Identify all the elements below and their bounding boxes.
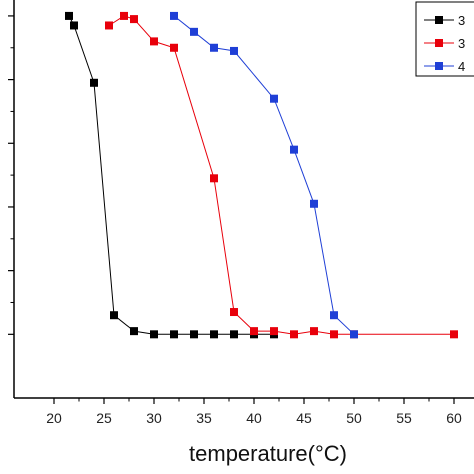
x-tick-label: 60 bbox=[446, 410, 462, 426]
data-point bbox=[230, 330, 238, 339]
axes: 20 25 30 35 40 45 50 55 60 bbox=[8, 0, 474, 426]
data-point bbox=[210, 330, 218, 339]
data-point bbox=[310, 327, 318, 336]
x-tick-label: 55 bbox=[396, 410, 412, 426]
legend-box bbox=[415, 1, 474, 77]
data-point bbox=[65, 11, 73, 20]
data-point bbox=[230, 46, 238, 55]
data-point bbox=[170, 330, 178, 339]
data-point bbox=[170, 43, 178, 52]
data-point bbox=[290, 330, 298, 339]
data-point bbox=[330, 330, 338, 339]
series-line bbox=[108, 15, 454, 335]
data-point bbox=[330, 311, 338, 320]
data-point bbox=[270, 94, 278, 103]
x-tick-label: 20 bbox=[46, 410, 62, 426]
legend-swatch-marker bbox=[435, 62, 443, 70]
legend: 3 3 4 bbox=[415, 1, 474, 77]
series-2 bbox=[170, 11, 358, 339]
data-point bbox=[350, 330, 358, 339]
series-0 bbox=[65, 11, 278, 339]
series-line bbox=[68, 15, 274, 335]
legend-label: 3 bbox=[458, 36, 465, 51]
x-tick-label: 30 bbox=[146, 410, 162, 426]
data-point bbox=[310, 199, 318, 208]
data-point bbox=[250, 327, 258, 336]
data-point bbox=[450, 330, 458, 339]
x-tick-label: 40 bbox=[246, 410, 262, 426]
x-tick-label: 50 bbox=[346, 410, 362, 426]
x-tick-label: 25 bbox=[96, 410, 112, 426]
data-point bbox=[130, 327, 138, 336]
data-point bbox=[120, 11, 128, 20]
data-point bbox=[70, 21, 78, 30]
series-layer bbox=[65, 11, 458, 339]
legend-swatch-marker bbox=[435, 16, 443, 24]
data-point bbox=[210, 43, 218, 52]
legend-swatch-marker bbox=[435, 39, 443, 47]
data-point bbox=[190, 27, 198, 36]
series-1 bbox=[105, 11, 458, 339]
data-point bbox=[130, 15, 138, 24]
x-axis-title: temperature(°C) bbox=[189, 441, 347, 466]
data-point bbox=[105, 21, 113, 30]
data-point bbox=[290, 145, 298, 154]
data-point bbox=[170, 11, 178, 20]
x-tick-label: 35 bbox=[196, 410, 212, 426]
data-point bbox=[110, 311, 118, 320]
x-tick-label: 45 bbox=[296, 410, 312, 426]
data-point bbox=[230, 308, 238, 317]
data-point bbox=[270, 327, 278, 336]
data-point bbox=[190, 330, 198, 339]
data-point bbox=[150, 330, 158, 339]
data-point bbox=[150, 37, 158, 46]
series-line bbox=[173, 15, 355, 335]
data-point bbox=[210, 174, 218, 183]
legend-label: 4 bbox=[458, 59, 465, 74]
data-point bbox=[90, 78, 98, 87]
legend-label: 3 bbox=[458, 13, 465, 28]
